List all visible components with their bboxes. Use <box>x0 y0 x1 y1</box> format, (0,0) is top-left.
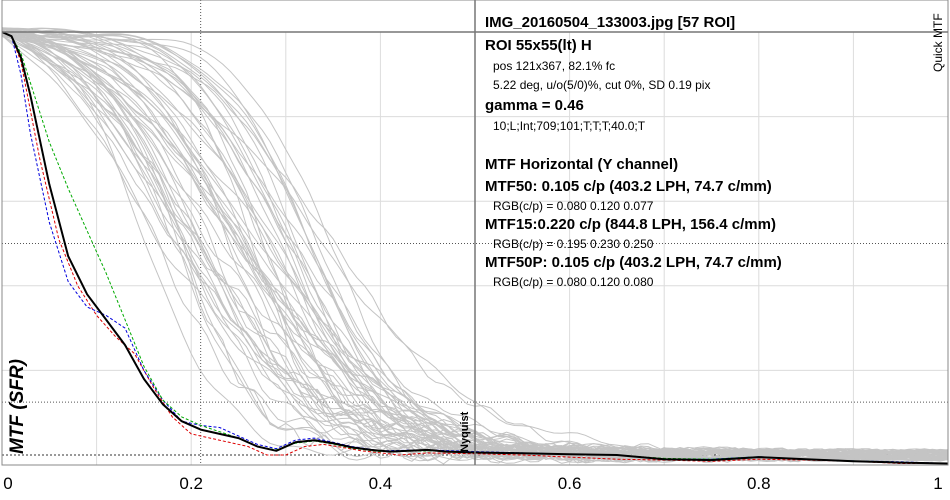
info-panel: IMG_20160504_133003.jpg [57 ROI] ROI 55x… <box>485 14 782 289</box>
info-mtf15: MTF15:0.220 c/p (844.8 LPH, 156.4 c/mm) <box>485 216 776 233</box>
info-mtf-title: MTF Horizontal (Y channel) <box>485 156 678 173</box>
info-mtf50: MTF50: 0.105 c/p (403.2 LPH, 74.7 c/mm) <box>485 178 772 195</box>
y-axis-label: MTF (SFR) <box>7 359 28 454</box>
info-pos: pos 121x367, 82.1% fc <box>493 59 615 73</box>
x-tick-label: 0 <box>3 474 12 493</box>
x-tick-label: 0.4 <box>369 474 393 493</box>
x-tick-labels: 0 0.2 0.4 0.6 0.8 1 <box>3 474 942 493</box>
info-title: IMG_20160504_133003.jpg [57 ROI] <box>485 14 735 31</box>
info-roi: ROI 55x55(lt) H <box>485 37 592 54</box>
x-tick-label: 0.6 <box>558 474 582 493</box>
nyquist-label: Nyquist <box>459 411 471 452</box>
info-gamma: gamma = 0.46 <box>485 97 584 114</box>
info-mtf50p: MTF50P: 0.105 c/p (403.2 LPH, 74.7 c/mm) <box>485 254 782 271</box>
series-group <box>1 31 949 465</box>
info-mtf50p-rgb: RGB(c/p) = 0.080 0.120 0.080 <box>493 275 654 289</box>
x-tick-label: 1 <box>933 474 942 493</box>
axes <box>1 0 949 466</box>
info-mtf50-rgb: RGB(c/p) = 0.080 0.120 0.077 <box>493 199 654 213</box>
series-line-black <box>1 31 949 465</box>
x-tick-label: 0.2 <box>179 474 203 493</box>
quick-mtf-label: Quick MTF <box>931 13 945 72</box>
info-params: 10;L;Int;709;101;T;T;T;40.0;T <box>493 119 646 133</box>
info-deg: 5.22 deg, u/o(5/0)%, cut 0%, SD 0.19 pix <box>493 78 710 92</box>
x-tick-label: 0.8 <box>747 474 771 493</box>
info-mtf15-rgb: RGB(c/p) = 0.195 0.230 0.250 <box>493 237 654 251</box>
